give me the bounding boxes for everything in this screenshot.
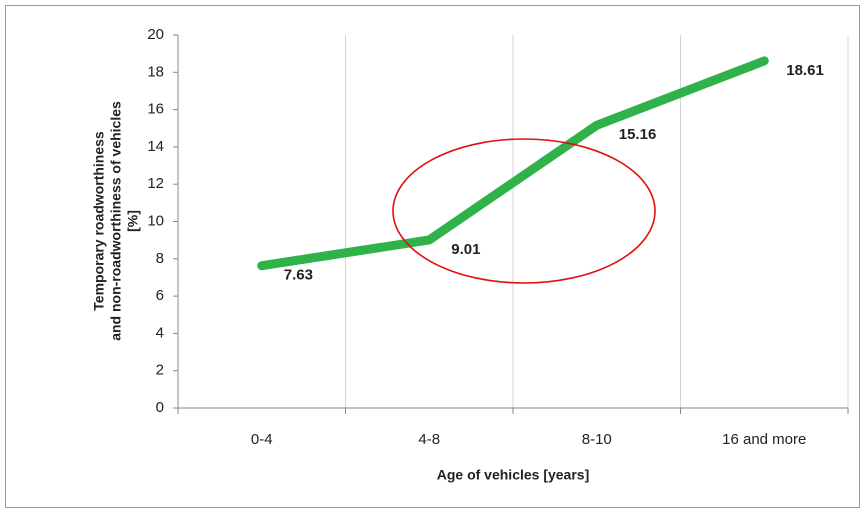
y-tick-label: 2: [156, 362, 164, 379]
data-label: 9.01: [451, 241, 480, 258]
y-tick-label: 14: [147, 138, 164, 155]
y-tick-label: 20: [147, 26, 164, 43]
y-axis-title: Temporary roadworthiness: [91, 131, 107, 311]
y-tick-label: 4: [156, 324, 164, 341]
data-label: 7.63: [284, 267, 313, 284]
x-tick-label: 8-10: [582, 431, 612, 448]
y-axis-title: and non-roadworthiness of vehicles: [108, 101, 124, 341]
y-tick-label: 10: [147, 212, 164, 229]
data-label: 18.61: [786, 62, 824, 79]
x-axis-title: Age of vehicles [years]: [437, 467, 590, 483]
y-axis-title: [%]: [125, 210, 141, 232]
y-tick-label: 8: [156, 250, 164, 267]
y-tick-label: 6: [156, 287, 164, 304]
y-tick-label: 0: [156, 399, 164, 416]
x-tick-label: 16 and more: [722, 431, 806, 448]
data-label: 15.16: [619, 126, 657, 143]
y-tick-label: 18: [147, 63, 164, 80]
x-tick-label: 4-8: [418, 431, 440, 448]
y-tick-label: 16: [147, 101, 164, 118]
x-tick-label: 0-4: [251, 431, 273, 448]
data-line: [257, 56, 769, 271]
y-tick-label: 12: [147, 175, 164, 192]
highlight-ellipse: [392, 138, 656, 284]
chart-border: [5, 5, 860, 508]
